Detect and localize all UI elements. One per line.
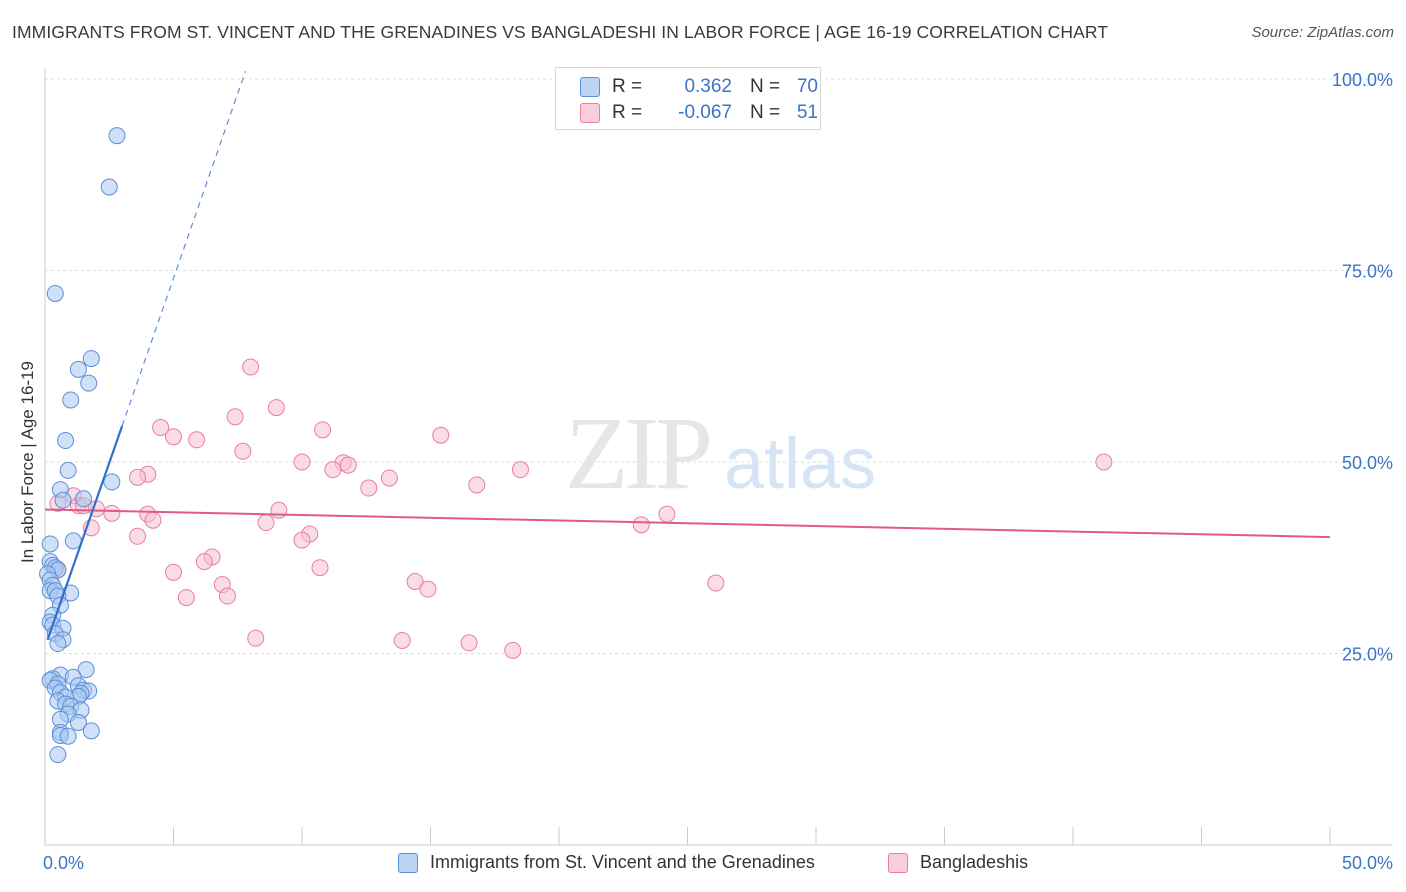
r-value: -0.067 bbox=[678, 102, 732, 123]
data-point-bangladeshis bbox=[188, 431, 206, 449]
data-point-bangladeshis bbox=[658, 505, 676, 523]
data-point-immigrants bbox=[80, 374, 98, 392]
data-point-bangladeshis bbox=[393, 631, 411, 649]
data-point-bangladeshis bbox=[195, 553, 213, 571]
n-value: 70 bbox=[796, 76, 818, 97]
y-tick-label: 75.0% bbox=[1342, 262, 1393, 282]
trendline-immigrants-extension bbox=[121, 71, 247, 427]
data-point-bangladeshis bbox=[103, 504, 121, 522]
data-point-immigrants bbox=[46, 284, 64, 302]
legend-item-immigrants[interactable]: Immigrants from St. Vincent and the Gren… bbox=[398, 852, 815, 873]
data-point-bangladeshis bbox=[406, 572, 424, 590]
data-point-bangladeshis bbox=[360, 479, 378, 497]
data-point-bangladeshis bbox=[152, 419, 170, 437]
data-point-immigrants bbox=[82, 722, 100, 740]
data-point-bangladeshis bbox=[144, 511, 162, 529]
data-point-bangladeshis bbox=[314, 421, 332, 439]
data-point-bangladeshis bbox=[468, 476, 486, 494]
data-point-bangladeshis bbox=[511, 461, 529, 479]
x-tick-label-min: 0.0% bbox=[43, 853, 84, 873]
legend-item-bangladeshis[interactable]: Bangladeshis bbox=[888, 852, 1028, 873]
n-value: 51 bbox=[796, 102, 818, 123]
data-point-immigrants bbox=[59, 727, 77, 745]
data-point-immigrants bbox=[103, 473, 121, 491]
data-point-immigrants bbox=[108, 127, 126, 145]
x-tick-label-max: 50.0% bbox=[1342, 853, 1393, 873]
trendline-immigrants bbox=[46, 425, 124, 641]
data-point-bangladeshis bbox=[380, 469, 398, 487]
data-point-bangladeshis bbox=[165, 563, 182, 581]
data-point-bangladeshis bbox=[165, 428, 182, 446]
y-tick-label: 25.0% bbox=[1342, 645, 1393, 665]
legend-label-bangladeshis: Bangladeshis bbox=[920, 852, 1029, 872]
legend-row-blue: R = 0.362 N = 70 bbox=[580, 74, 818, 100]
legend-swatch-blue bbox=[398, 852, 418, 873]
r-value: 0.362 bbox=[684, 76, 732, 97]
data-point-immigrants bbox=[54, 491, 72, 509]
legend-swatch-pink bbox=[888, 852, 908, 873]
svg-immigrants-points bbox=[39, 127, 126, 764]
data-point-immigrants bbox=[62, 391, 80, 409]
data-point-bangladeshis bbox=[129, 468, 147, 486]
data-point-bangladeshis bbox=[707, 574, 725, 592]
data-point-immigrants bbox=[49, 746, 67, 764]
data-point-bangladeshis bbox=[460, 634, 478, 652]
data-point-bangladeshis bbox=[632, 516, 650, 534]
legend-swatch-pink bbox=[580, 103, 600, 123]
data-point-immigrants bbox=[59, 461, 77, 479]
r-label: R = bbox=[612, 102, 643, 123]
tick-labels: 25.0% 50.0% 75.0% 100.0% 0.0% 50.0% bbox=[43, 70, 1393, 873]
n-label: N = bbox=[750, 102, 781, 123]
data-point-immigrants bbox=[41, 535, 59, 553]
watermark-atlas: atlas bbox=[724, 424, 876, 504]
trend-lines bbox=[44, 71, 1331, 641]
r-label: R = bbox=[612, 76, 643, 97]
legend-label-immigrants: Immigrants from St. Vincent and the Gren… bbox=[430, 852, 815, 872]
data-point-bangladeshis bbox=[242, 358, 260, 376]
y-tick-label: 50.0% bbox=[1342, 453, 1393, 473]
data-point-bangladeshis bbox=[177, 589, 195, 607]
data-point-immigrants bbox=[49, 635, 67, 653]
legend-swatch-blue bbox=[580, 77, 600, 97]
watermark: ZIP atlas bbox=[565, 396, 876, 511]
legend-row-pink: R = -0.067 N = 51 bbox=[580, 100, 818, 126]
data-point-immigrants bbox=[57, 432, 75, 450]
data-point-immigrants bbox=[69, 713, 87, 731]
data-point-immigrants bbox=[69, 360, 87, 378]
data-point-bangladeshis bbox=[270, 501, 288, 519]
data-point-bangladeshis bbox=[1095, 453, 1113, 471]
data-point-bangladeshis bbox=[257, 514, 275, 532]
data-point-immigrants bbox=[64, 532, 82, 550]
data-point-bangladeshis bbox=[129, 527, 147, 545]
data-point-bangladeshis bbox=[311, 559, 329, 577]
data-point-bangladeshis bbox=[267, 399, 285, 417]
data-point-immigrants bbox=[82, 350, 100, 368]
data-point-bangladeshis bbox=[293, 531, 311, 549]
data-point-bangladeshis bbox=[419, 580, 437, 598]
chart-title: IMMIGRANTS FROM ST. VINCENT AND THE GREN… bbox=[12, 22, 1109, 42]
data-point-bangladeshis bbox=[247, 629, 265, 647]
watermark-zip: ZIP bbox=[565, 396, 709, 511]
data-point-immigrants bbox=[100, 178, 118, 196]
bottom-legend: Immigrants from St. Vincent and the Gren… bbox=[0, 852, 1406, 878]
data-point-bangladeshis bbox=[234, 442, 252, 460]
data-point-bangladeshis bbox=[432, 426, 450, 444]
data-point-immigrants bbox=[75, 490, 93, 508]
correlation-legend: R = 0.362 N = 70 R = -0.067 N = 51 bbox=[555, 67, 821, 130]
data-point-immigrants bbox=[77, 661, 95, 679]
source-label: Source: ZipAtlas.com bbox=[1251, 24, 1394, 41]
data-point-bangladeshis bbox=[218, 587, 236, 605]
trendline-bangladeshis bbox=[44, 508, 1331, 539]
data-point-bangladeshis bbox=[504, 641, 522, 659]
data-point-bangladeshis bbox=[324, 461, 342, 479]
y-tick-label: 100.0% bbox=[1332, 70, 1393, 90]
data-point-bangladeshis bbox=[293, 453, 311, 471]
axes bbox=[44, 68, 1392, 846]
data-point-bangladeshis bbox=[339, 456, 357, 474]
n-label: N = bbox=[750, 76, 781, 97]
data-point-bangladeshis bbox=[226, 408, 244, 426]
